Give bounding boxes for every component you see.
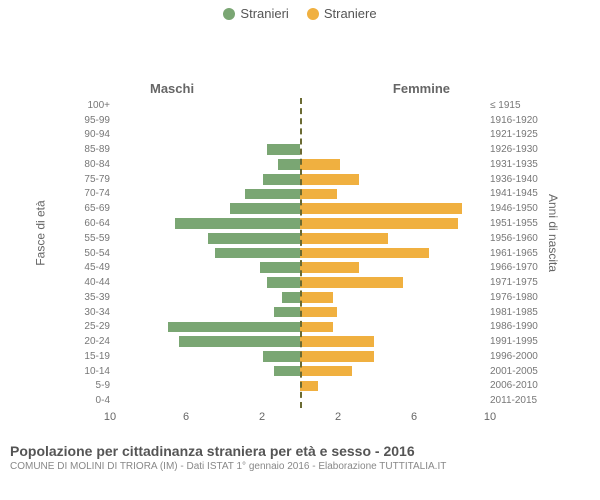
x-tick: 6 xyxy=(411,411,417,423)
age-label: 85-89 xyxy=(60,144,116,155)
age-label: 35-39 xyxy=(60,292,116,303)
birth-label: 1961-1965 xyxy=(484,248,540,259)
bar-female xyxy=(300,336,374,347)
age-label: 65-69 xyxy=(60,203,116,214)
bar-female xyxy=(300,262,359,273)
birth-label: 1936-1940 xyxy=(484,174,540,185)
x-tick: 2 xyxy=(259,411,265,423)
bar-female xyxy=(300,277,403,288)
x-axis: 10622610 xyxy=(110,411,490,429)
birth-label: 1916-1920 xyxy=(484,115,540,126)
bar-male xyxy=(260,262,300,273)
age-label: 100+ xyxy=(60,100,116,111)
swatch-female-icon xyxy=(307,8,319,20)
bar-female xyxy=(300,233,388,244)
bar-male xyxy=(245,189,300,200)
bar-male xyxy=(168,322,300,333)
age-label: 15-19 xyxy=(60,351,116,362)
bar-female xyxy=(300,381,318,392)
right-axis-title: Anni di nascita xyxy=(546,194,560,272)
bar-female xyxy=(300,218,458,229)
bar-female xyxy=(300,366,352,377)
age-label: 10-14 xyxy=(60,366,116,377)
bar-female xyxy=(300,307,337,318)
x-tick: 10 xyxy=(484,411,496,423)
age-label: 50-54 xyxy=(60,248,116,259)
birth-label: ≤ 1915 xyxy=(484,100,540,111)
centerline xyxy=(300,98,302,408)
legend-label-female: Straniere xyxy=(324,6,377,21)
birth-label: 1951-1955 xyxy=(484,218,540,229)
birth-label: 1981-1985 xyxy=(484,307,540,318)
birth-label: 1966-1970 xyxy=(484,262,540,273)
age-label: 90-94 xyxy=(60,129,116,140)
bar-male xyxy=(263,174,300,185)
age-label: 5-9 xyxy=(60,380,116,391)
bar-female xyxy=(300,322,333,333)
legend-item-male: Stranieri xyxy=(223,6,288,21)
bar-male xyxy=(267,144,300,155)
bar-male xyxy=(282,292,300,303)
legend-item-female: Straniere xyxy=(307,6,377,21)
x-tick: 2 xyxy=(335,411,341,423)
birth-label: 1986-1990 xyxy=(484,321,540,332)
bar-male xyxy=(267,277,300,288)
age-label: 75-79 xyxy=(60,174,116,185)
birth-label: 1976-1980 xyxy=(484,292,540,303)
bar-female xyxy=(300,248,429,259)
footer: Popolazione per cittadinanza straniera p… xyxy=(0,443,600,476)
bar-female xyxy=(300,203,462,214)
chart-title: Popolazione per cittadinanza straniera p… xyxy=(10,443,590,459)
birth-label: 1946-1950 xyxy=(484,203,540,214)
bar-male xyxy=(274,307,300,318)
female-title: Femmine xyxy=(393,81,450,96)
bar-male xyxy=(208,233,300,244)
age-label: 40-44 xyxy=(60,277,116,288)
birth-label: 2006-2010 xyxy=(484,380,540,391)
age-label: 45-49 xyxy=(60,262,116,273)
legend: Stranieri Straniere xyxy=(0,0,600,23)
legend-label-male: Stranieri xyxy=(240,6,288,21)
age-label: 25-29 xyxy=(60,321,116,332)
birth-label: 1941-1945 xyxy=(484,188,540,199)
bar-male xyxy=(278,159,300,170)
age-label: 80-84 xyxy=(60,159,116,170)
birth-label: 1996-2000 xyxy=(484,351,540,362)
birth-label: 1931-1935 xyxy=(484,159,540,170)
bar-male xyxy=(274,366,300,377)
age-label: 0-4 xyxy=(60,395,116,406)
age-label: 95-99 xyxy=(60,115,116,126)
male-title: Maschi xyxy=(150,81,194,96)
bar-male xyxy=(179,336,300,347)
bar-female xyxy=(300,189,337,200)
bar-male xyxy=(230,203,300,214)
birth-label: 1921-1925 xyxy=(484,129,540,140)
birth-label: 2011-2015 xyxy=(484,395,540,406)
birth-label: 2001-2005 xyxy=(484,366,540,377)
left-axis-title: Fasce di età xyxy=(34,200,48,265)
chart-area: Maschi Femmine Fasce di età Anni di nasc… xyxy=(0,23,600,443)
birth-label: 1926-1930 xyxy=(484,144,540,155)
birth-label: 1971-1975 xyxy=(484,277,540,288)
age-label: 70-74 xyxy=(60,188,116,199)
chart-subtitle: COMUNE DI MOLINI DI TRIORA (IM) - Dati I… xyxy=(10,461,590,472)
x-tick: 6 xyxy=(183,411,189,423)
bar-male xyxy=(175,218,300,229)
age-label: 55-59 xyxy=(60,233,116,244)
birth-label: 1956-1960 xyxy=(484,233,540,244)
bar-male xyxy=(263,351,300,362)
bar-male xyxy=(215,248,300,259)
age-label: 60-64 xyxy=(60,218,116,229)
age-label: 30-34 xyxy=(60,307,116,318)
bar-female xyxy=(300,174,359,185)
swatch-male-icon xyxy=(223,8,235,20)
age-label: 20-24 xyxy=(60,336,116,347)
x-tick: 10 xyxy=(104,411,116,423)
bar-female xyxy=(300,351,374,362)
birth-label: 1991-1995 xyxy=(484,336,540,347)
bar-female xyxy=(300,159,340,170)
bar-female xyxy=(300,292,333,303)
